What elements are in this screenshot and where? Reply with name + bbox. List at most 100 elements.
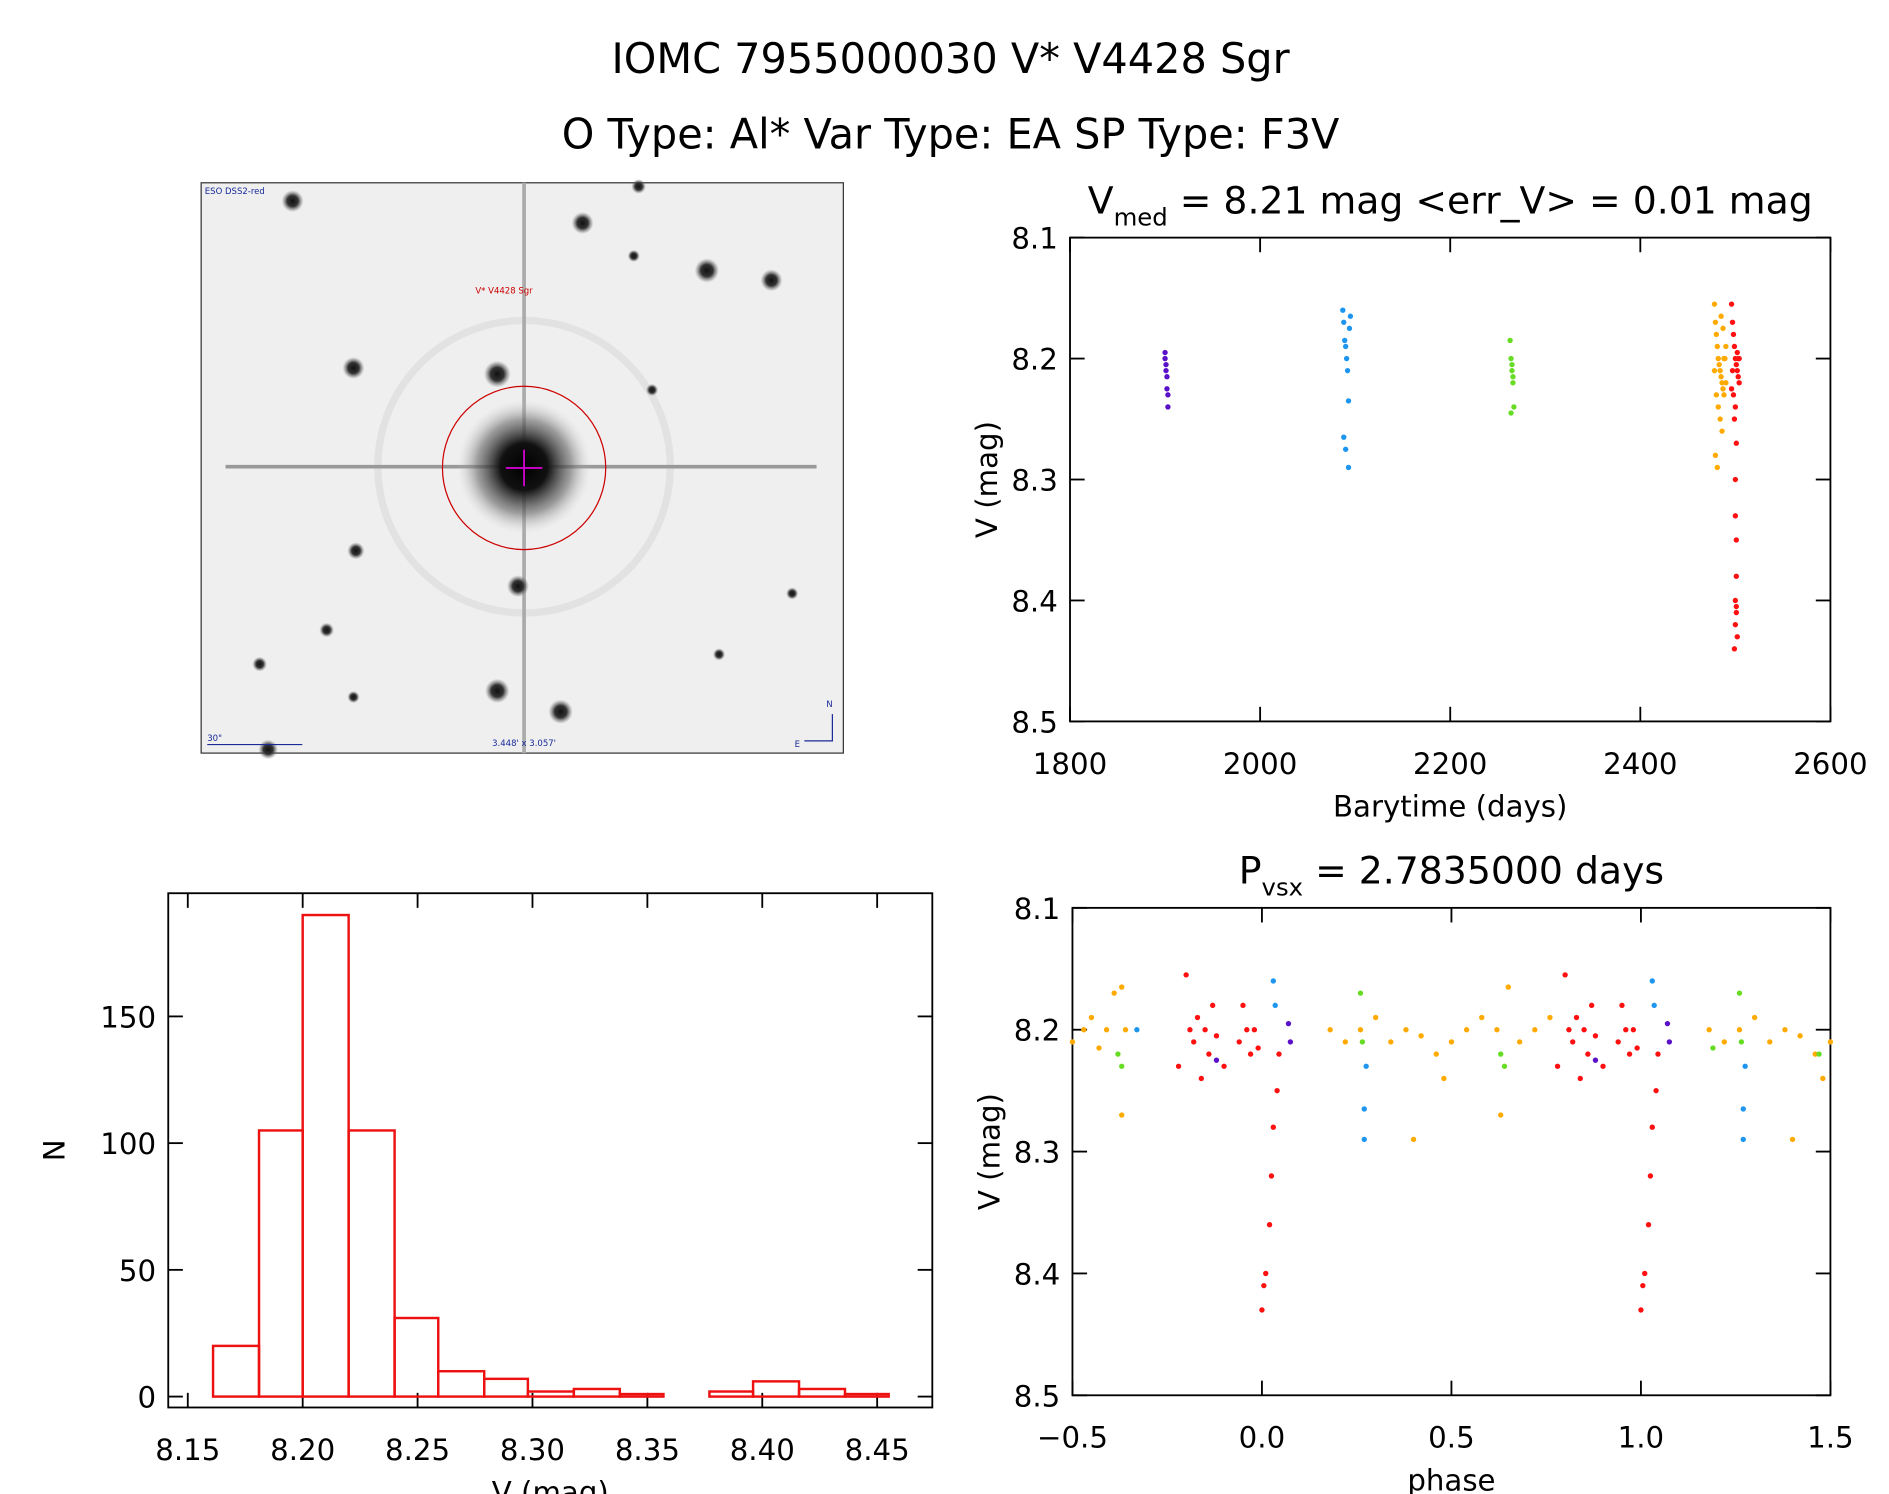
- point: [1729, 367, 1736, 374]
- point: [1640, 1282, 1646, 1289]
- point: [1198, 1075, 1204, 1082]
- point: [1718, 374, 1724, 380]
- point: [1721, 355, 1727, 362]
- point: [1716, 361, 1722, 368]
- point: [1342, 337, 1348, 344]
- point: [1363, 1063, 1369, 1069]
- y-tick-label: 8.4: [1014, 1257, 1061, 1291]
- point: [1733, 609, 1740, 616]
- point: [1209, 1002, 1216, 1009]
- point: [1736, 380, 1742, 386]
- point: [1706, 1027, 1712, 1033]
- point: [1268, 1173, 1275, 1179]
- target-label: V* V4428 Sgr: [475, 287, 533, 297]
- x-tick-label: 8.25: [385, 1433, 450, 1467]
- point: [1507, 337, 1513, 344]
- y-tick-label: 8.5: [1014, 1379, 1061, 1413]
- point: [1088, 1014, 1095, 1021]
- point: [1566, 1027, 1572, 1033]
- point: [1532, 1027, 1538, 1033]
- point: [1733, 537, 1740, 543]
- point: [1730, 392, 1737, 398]
- size-label: 3.448' x 3.057': [492, 739, 556, 749]
- y-tick-label: 100: [100, 1127, 156, 1161]
- point: [1816, 1051, 1822, 1057]
- point: [1221, 1063, 1227, 1069]
- y-tick-label: 8.3: [1011, 463, 1057, 497]
- point: [1711, 301, 1718, 307]
- point: [1740, 1136, 1746, 1143]
- title-text: = 2.7835000 days: [1303, 848, 1664, 892]
- bar: [618, 1392, 665, 1398]
- bar: [797, 1387, 847, 1398]
- sky-image: ESO DSS2-red V* V4428 Sgr 30" 3.448' x 3…: [200, 179, 844, 760]
- point: [1710, 1045, 1716, 1051]
- point: [1735, 355, 1741, 362]
- x-tick-label: 1.5: [1807, 1421, 1854, 1455]
- point: [1719, 428, 1725, 434]
- point: [1272, 1002, 1278, 1009]
- point: [1115, 1051, 1121, 1057]
- point: [1619, 1002, 1625, 1009]
- point: [1344, 367, 1351, 374]
- title-text: P: [1239, 848, 1262, 892]
- point: [1213, 1033, 1220, 1039]
- point: [1638, 1307, 1644, 1313]
- point: [1342, 343, 1349, 350]
- point: [1510, 380, 1516, 386]
- point: [1187, 1027, 1193, 1033]
- point: [1119, 1112, 1125, 1118]
- point: [1505, 984, 1511, 990]
- point: [1255, 1045, 1261, 1051]
- point: [1827, 1039, 1834, 1045]
- point: [1736, 1027, 1743, 1033]
- point: [1664, 1020, 1671, 1027]
- point: [1357, 1027, 1364, 1033]
- point: [1259, 1307, 1265, 1313]
- point: [1327, 1027, 1333, 1033]
- point: [1287, 1039, 1294, 1045]
- point: [1081, 1027, 1087, 1033]
- y-tick-label: 8.2: [1011, 343, 1057, 377]
- chart: 8.15 8.20 8.25 8.30 8.35 8.40 8.45 0 50 100 150 V (…: [38, 892, 934, 1494]
- point: [1433, 1051, 1439, 1057]
- bar: [843, 1392, 890, 1398]
- x-tick-label: 2400: [1603, 747, 1677, 781]
- point: [1600, 1063, 1606, 1069]
- point: [1361, 1106, 1367, 1112]
- point: [1719, 380, 1725, 386]
- point: [1731, 416, 1738, 422]
- point: [1740, 1106, 1746, 1112]
- x-axis-label: V (mag): [492, 1476, 609, 1494]
- point: [1712, 319, 1719, 325]
- point: [1516, 1039, 1523, 1045]
- point: [1570, 1039, 1576, 1045]
- title-subscript: med: [1114, 202, 1168, 231]
- point: [1285, 1020, 1292, 1027]
- point: [1441, 1075, 1447, 1082]
- point: [1729, 319, 1736, 325]
- title-text: V: [1088, 178, 1114, 222]
- point: [1732, 597, 1739, 604]
- point: [1274, 1087, 1280, 1094]
- point: [1732, 621, 1739, 628]
- point: [1736, 990, 1743, 996]
- point: [1731, 646, 1738, 652]
- point: [1341, 434, 1347, 440]
- point: [1731, 343, 1738, 350]
- point: [1577, 1075, 1583, 1082]
- point: [1270, 1124, 1276, 1130]
- point: [1730, 331, 1737, 338]
- point: [1244, 1027, 1250, 1033]
- y-tick-label: 8.1: [1014, 892, 1061, 926]
- x-tick-label: 0.0: [1239, 1421, 1286, 1455]
- point: [1164, 374, 1170, 380]
- point: [1175, 1063, 1182, 1069]
- x-tick-label: 8.20: [270, 1433, 335, 1467]
- point: [1585, 1051, 1591, 1057]
- point: [1666, 1039, 1673, 1045]
- point: [1623, 1027, 1629, 1033]
- point: [1715, 355, 1721, 362]
- point: [1797, 1033, 1803, 1039]
- point: [1653, 1087, 1659, 1094]
